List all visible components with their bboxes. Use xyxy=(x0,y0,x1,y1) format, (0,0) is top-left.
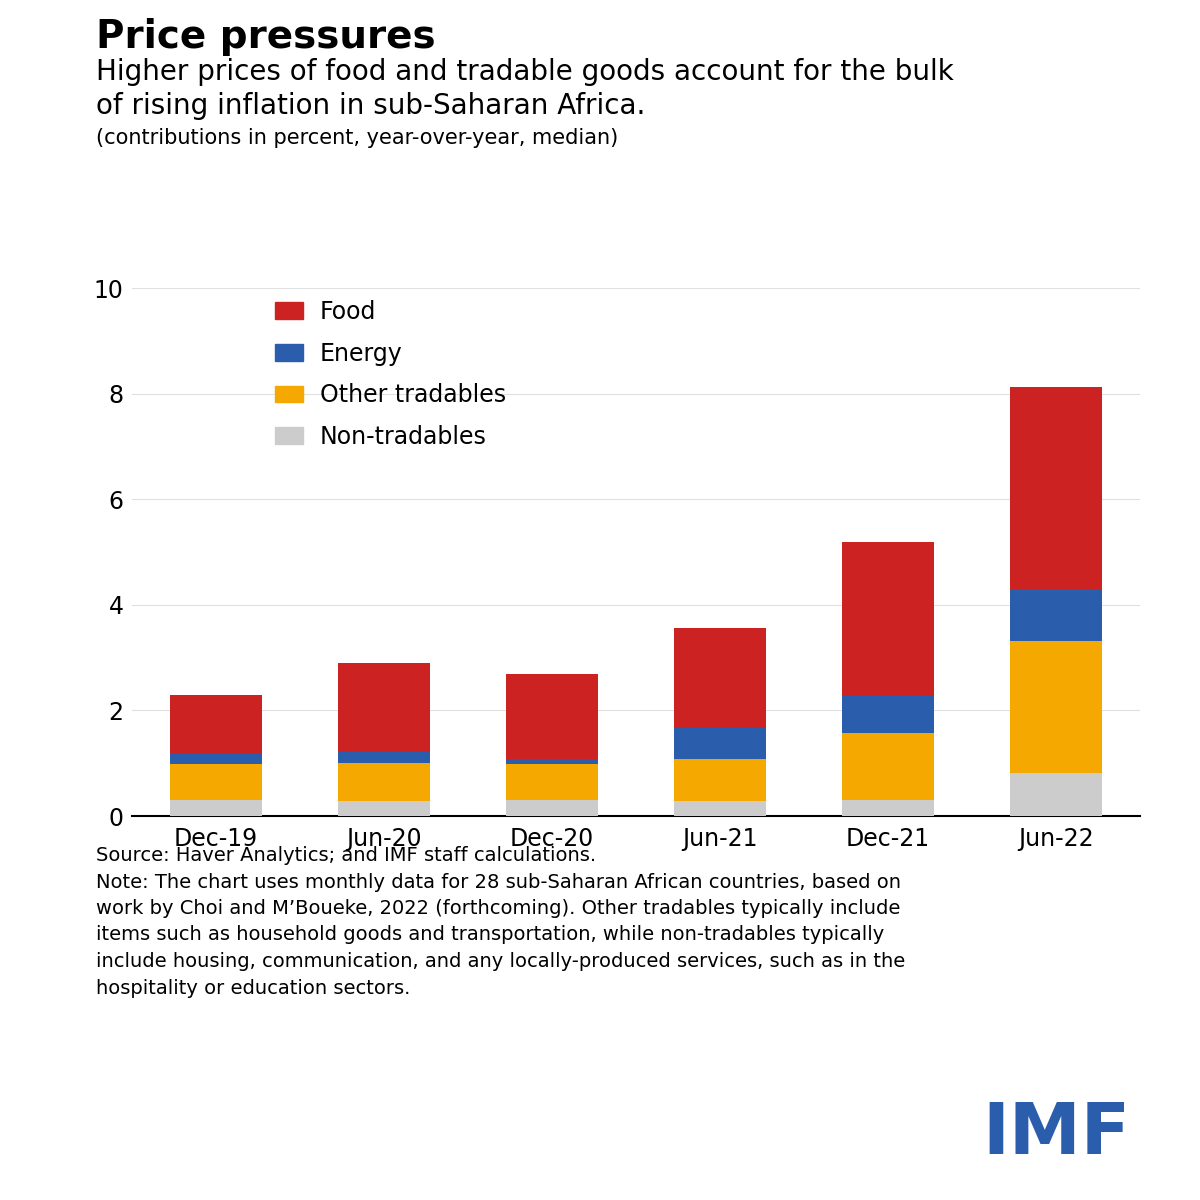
Text: Price pressures: Price pressures xyxy=(96,18,436,56)
Bar xyxy=(170,695,263,752)
Bar xyxy=(842,696,935,732)
Bar xyxy=(506,764,599,800)
Bar xyxy=(1010,589,1102,641)
Bar xyxy=(1010,773,1102,816)
Text: IMF: IMF xyxy=(982,1099,1130,1169)
Bar xyxy=(170,764,263,800)
Bar xyxy=(1010,388,1102,589)
Text: Higher prices of food and tradable goods account for the bulk
of rising inflatio: Higher prices of food and tradable goods… xyxy=(96,58,954,120)
Bar xyxy=(842,542,935,696)
Bar xyxy=(842,732,935,800)
Bar xyxy=(674,802,767,816)
Bar xyxy=(506,800,599,816)
Bar xyxy=(1010,641,1102,773)
Legend: Food, Energy, Other tradables, Non-tradables: Food, Energy, Other tradables, Non-trada… xyxy=(275,300,506,449)
Bar xyxy=(674,628,767,728)
Bar xyxy=(338,763,431,802)
Text: (contributions in percent, year-over-year, median): (contributions in percent, year-over-yea… xyxy=(96,128,618,149)
Bar xyxy=(170,800,263,816)
Bar xyxy=(338,662,431,751)
Bar xyxy=(170,752,263,764)
Bar xyxy=(506,674,599,758)
Bar xyxy=(338,751,431,763)
Bar xyxy=(506,758,599,764)
Text: Source: Haver Analytics; and IMF staff calculations.
Note: The chart uses monthl: Source: Haver Analytics; and IMF staff c… xyxy=(96,846,905,997)
Bar xyxy=(674,728,767,758)
Bar xyxy=(674,758,767,802)
Bar xyxy=(842,800,935,816)
Bar xyxy=(338,802,431,816)
